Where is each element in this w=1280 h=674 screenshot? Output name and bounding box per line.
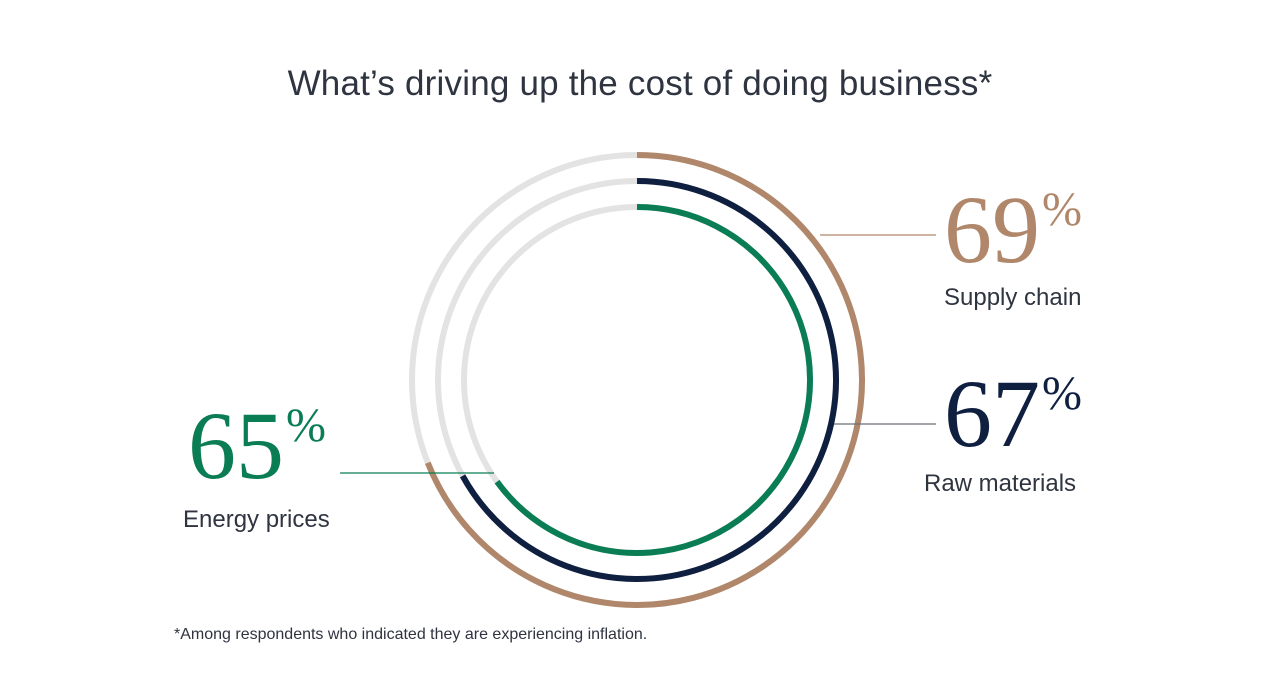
ring-arcs [425, 152, 865, 608]
raw-materials-arc [459, 178, 839, 582]
supply-chain-value: 69 [944, 176, 1040, 283]
energy-prices-unit: % [286, 399, 326, 452]
energy-prices-arc [494, 204, 813, 556]
raw-materials-value: 67 [944, 360, 1040, 467]
energy-prices-value: 65 [188, 392, 284, 499]
footnote: *Among respondents who indicated they ar… [174, 626, 648, 643]
energy-prices-label: Energy prices [183, 506, 330, 533]
supply-chain-arc [425, 152, 865, 608]
supply-chain-label: Supply chain [944, 284, 1082, 311]
raw-materials-label: Raw materials [924, 470, 1077, 497]
energy-prices-percent: 65% [188, 398, 326, 494]
leader-lines [340, 234, 936, 474]
supply-chain-unit: % [1042, 183, 1082, 236]
raw-materials-unit: % [1042, 367, 1082, 420]
chart-title: What’s driving up the cost of doing busi… [287, 64, 993, 103]
raw-materials-percent: 67% [944, 366, 1082, 462]
supply-chain-percent: 69% [944, 182, 1082, 278]
